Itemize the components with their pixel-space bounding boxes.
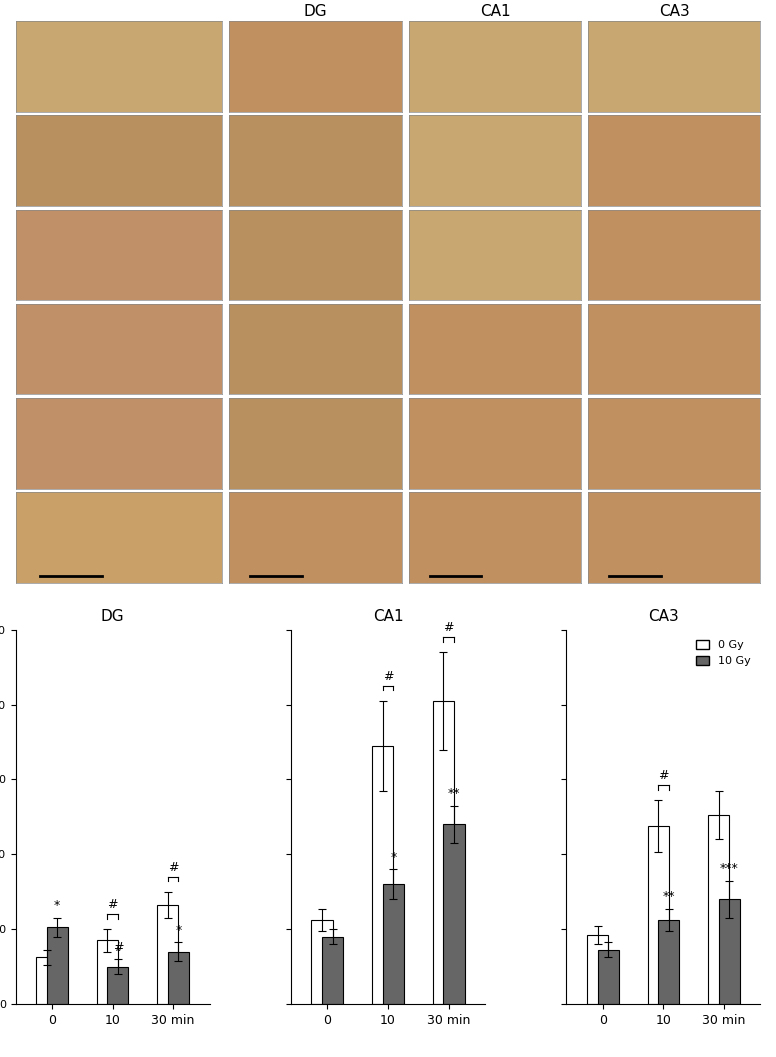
Title: CA3: CA3 [659,3,690,19]
Bar [587,934,608,1004]
Bar [433,701,454,1004]
Bar [322,937,343,1004]
Bar [372,746,393,1004]
Text: #: # [113,941,123,953]
Text: *: * [390,851,397,864]
Bar [719,900,740,1004]
Title: CA3: CA3 [648,609,679,625]
Text: #: # [443,622,454,634]
Text: **: ** [663,890,675,903]
Bar [598,950,618,1004]
Bar [96,941,118,1004]
Text: ***: *** [720,861,739,875]
Title: DG: DG [303,3,327,19]
Title: DG: DG [101,609,124,625]
Text: #: # [658,769,669,782]
Bar [658,920,680,1004]
Bar [158,905,178,1004]
Bar [168,951,189,1004]
Bar [36,958,57,1004]
Text: #: # [107,898,118,911]
Legend: 0 Gy, 10 Gy: 0 Gy, 10 Gy [691,635,755,670]
Bar [311,920,333,1004]
Text: *: * [175,924,182,937]
Text: #: # [168,860,178,874]
Text: *: * [54,900,61,912]
Title: CA1: CA1 [480,3,511,19]
Text: **: ** [448,787,460,800]
Bar [708,815,729,1004]
Bar [383,885,404,1004]
Text: #: # [383,670,393,683]
Title: CA1: CA1 [372,609,404,625]
Bar [47,927,68,1004]
Bar [647,827,669,1004]
Bar [107,967,129,1004]
Bar [443,824,465,1004]
